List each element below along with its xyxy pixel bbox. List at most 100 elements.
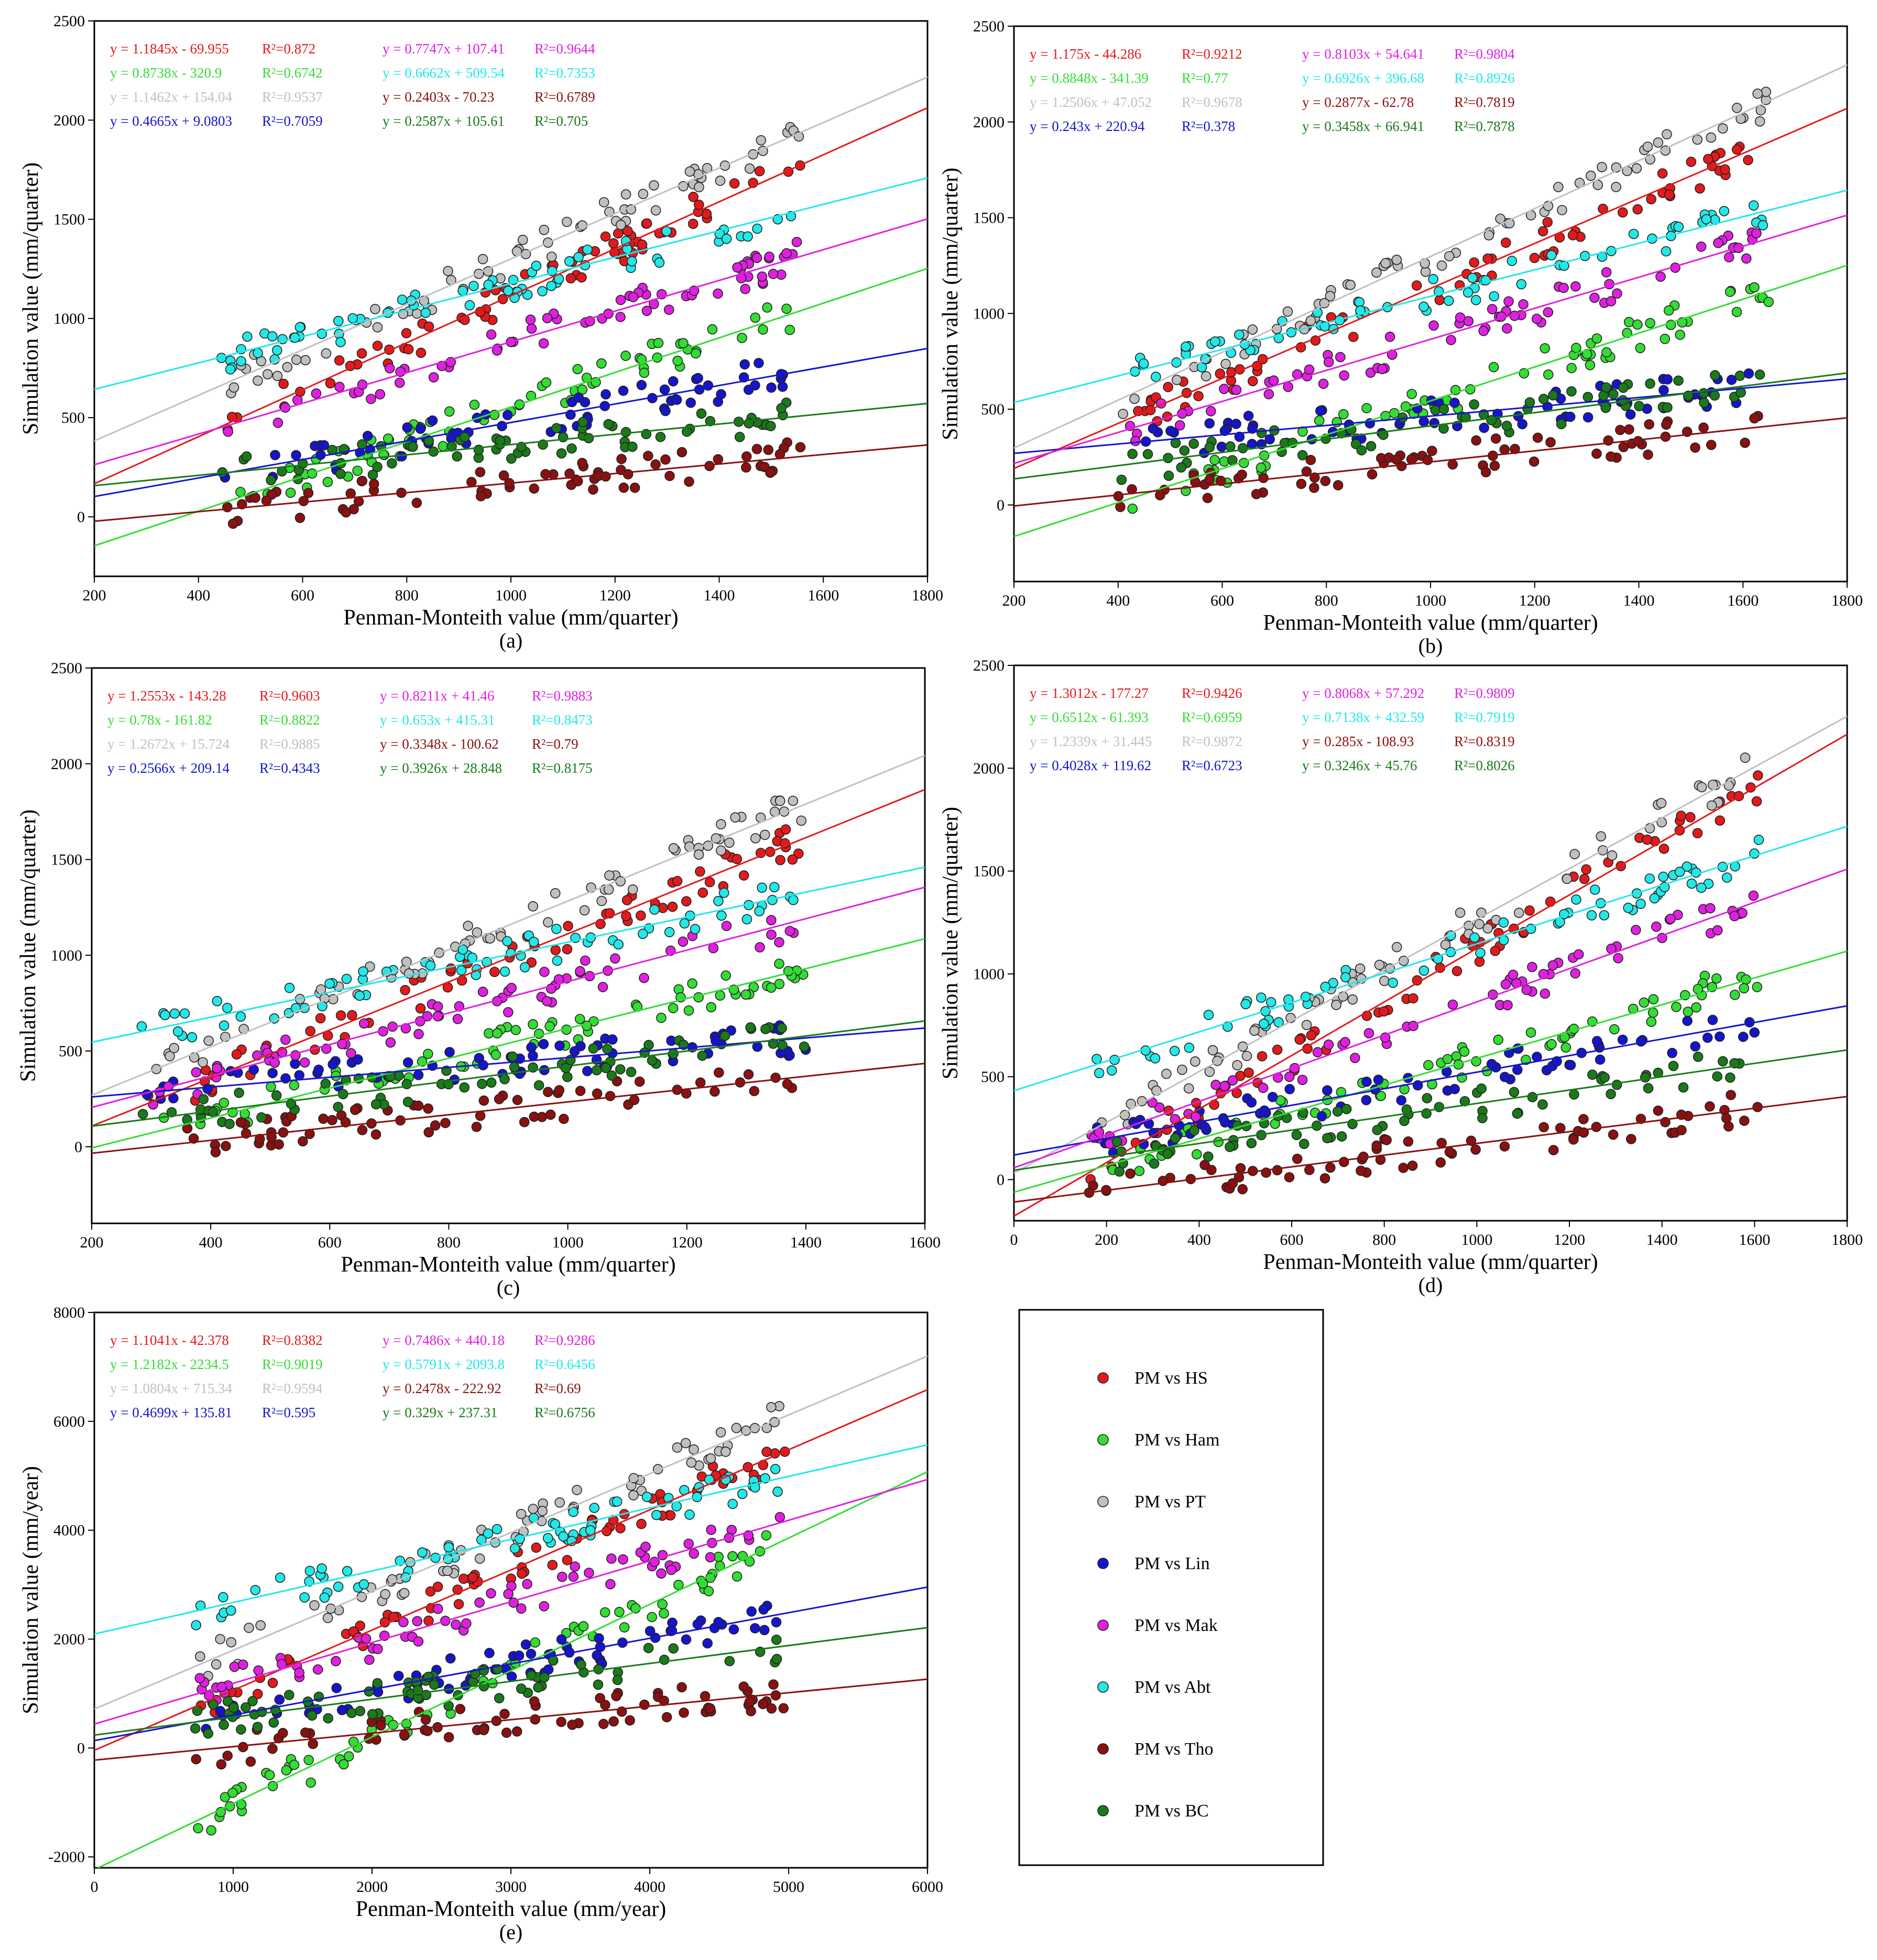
data-point (1169, 1046, 1180, 1056)
data-point (309, 1600, 320, 1611)
r-squared-label: R²=0.9286 (534, 1332, 595, 1348)
chart-panel-c: 200 400 600 800 1000 1200 1400 1600 0 500 1000 1500… (16, 660, 941, 1299)
data-point (236, 356, 246, 367)
data-point (304, 1565, 315, 1576)
data-point (1376, 1091, 1387, 1101)
x-axis-label: Penman-Monteith value (mm/quarter) (1263, 1250, 1598, 1274)
data-point (1739, 1115, 1750, 1126)
data-point (1503, 296, 1514, 307)
data-point (1542, 217, 1553, 227)
data-point (1658, 871, 1668, 882)
series-points-pm-vs-lin (220, 358, 788, 483)
series-points-pm-vs-ham (158, 958, 809, 1130)
data-point (1246, 1138, 1257, 1148)
data-point (1660, 333, 1671, 344)
data-point (1319, 1173, 1330, 1184)
legend-item: PM vs PT (1097, 1492, 1206, 1512)
data-point (1725, 1072, 1736, 1083)
data-point (1501, 237, 1511, 248)
data-point (1568, 1134, 1579, 1145)
regression-line-pm-vs-bc (92, 1020, 925, 1127)
data-point (731, 1422, 742, 1433)
data-point (697, 1050, 708, 1061)
data-point (1192, 1149, 1202, 1159)
data-point (266, 1132, 277, 1143)
data-point (1335, 352, 1346, 363)
data-point (223, 426, 234, 437)
equation-label: y = 0.2566x + 209.14 (107, 760, 230, 776)
y-tick-label: 6000 (53, 1413, 85, 1430)
data-point (738, 1681, 749, 1692)
chart-panel-d: 0 200 400 600 800 1000 1200 1400 1600 1800 0 500 100… (938, 657, 1863, 1297)
data-point (1297, 450, 1308, 461)
data-point (678, 936, 689, 947)
data-point (1730, 990, 1740, 1000)
data-point (766, 1703, 777, 1714)
regression-line-pm-vs-mak (92, 886, 925, 1109)
y-axis-label: Simulation value (mm/quarter) (19, 162, 43, 435)
data-point (255, 1620, 266, 1631)
series-points-pm-vs-abt (216, 211, 796, 375)
data-point (691, 348, 701, 359)
data-point (593, 1679, 604, 1690)
data-point (1743, 155, 1753, 166)
data-point (592, 1650, 602, 1661)
data-point (1486, 1059, 1497, 1069)
r-squared-label: R²=0.79 (532, 736, 579, 752)
data-point (716, 819, 726, 829)
equation-label: y = 1.2506x + 47.052 (1030, 94, 1152, 110)
data-point (693, 373, 703, 384)
data-point (1721, 872, 1732, 883)
data-point (1698, 388, 1709, 399)
data-point (1717, 123, 1728, 134)
data-point (550, 945, 561, 956)
data-point (1632, 204, 1643, 215)
data-point (475, 467, 486, 477)
data-point (600, 1700, 610, 1710)
data-point (300, 1727, 311, 1738)
data-point (1210, 1079, 1221, 1090)
data-point (399, 1729, 410, 1740)
equation-label: y = 0.2587x + 105.61 (383, 113, 505, 129)
data-point (1673, 222, 1684, 232)
data-point (225, 1605, 236, 1616)
data-point (1656, 798, 1667, 808)
data-point (556, 1634, 567, 1645)
data-point (1163, 453, 1173, 464)
data-point (191, 1620, 202, 1630)
data-point (694, 182, 704, 193)
y-tick-label: 2000 (973, 760, 1005, 777)
data-point (503, 286, 514, 296)
data-point (384, 363, 395, 374)
data-point (1118, 409, 1128, 419)
equation-label: y = 0.3246x + 45.76 (1302, 758, 1417, 773)
data-point (280, 1034, 291, 1045)
data-point (681, 896, 692, 907)
data-point (219, 1720, 229, 1730)
legend-item: PM vs Mak (1097, 1616, 1218, 1635)
data-point (643, 451, 653, 462)
data-point (420, 308, 431, 318)
data-point (784, 926, 795, 936)
data-point (1440, 939, 1451, 950)
data-point (469, 399, 480, 410)
regression-line-pm-vs-pt (1014, 64, 1847, 449)
data-point (1225, 441, 1236, 452)
data-point (672, 1442, 683, 1453)
data-point (1434, 294, 1445, 305)
data-point (442, 1565, 453, 1576)
data-point (1469, 257, 1479, 268)
data-point (356, 348, 367, 359)
data-point (516, 1683, 527, 1694)
data-point (208, 1699, 219, 1710)
data-point (291, 450, 301, 461)
data-point (713, 288, 723, 299)
data-point (1740, 752, 1751, 763)
data-point (1189, 1125, 1199, 1136)
data-point (1184, 1043, 1195, 1053)
data-point (686, 1457, 697, 1468)
data-point (216, 1759, 227, 1770)
x-axis-label: Penman-Monteith value (mm/year) (356, 1897, 667, 1921)
data-point (1612, 288, 1622, 299)
data-point (372, 322, 383, 333)
